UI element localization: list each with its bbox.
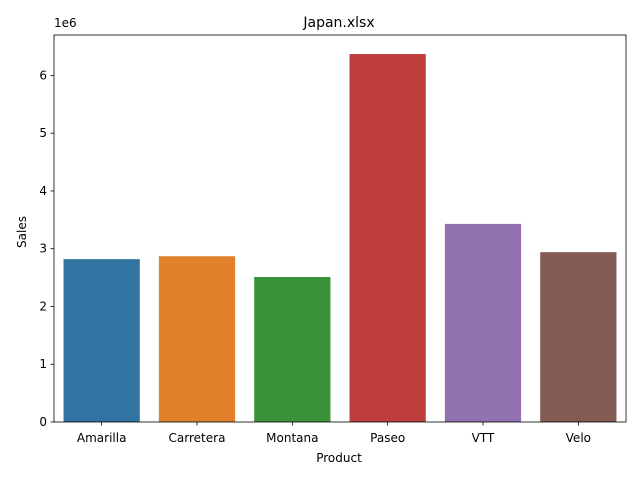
x-tick-label: Carretera [169,431,226,445]
y-tick-label: 0 [39,415,47,429]
y-tick-label: 3 [39,242,47,256]
y-tick-label: 5 [39,126,47,140]
bar-vtt [444,223,522,422]
y-axis-offset-label: 1e6 [54,16,77,30]
y-axis-ticks: 0 1 2 3 4 5 6 [39,68,54,429]
x-axis-ticks: Amarilla Carretera Montana Paseo VTT Velo [77,422,591,445]
x-axis-label: Product [316,451,362,465]
x-tick-label: Velo [566,431,591,445]
bar-group [63,54,617,423]
bar-montana [254,277,331,422]
x-tick-label: Montana [266,431,318,445]
y-axis-label: Sales [15,216,29,248]
bar-paseo [349,54,426,423]
bar-amarilla [63,259,140,422]
y-tick-label: 1 [39,357,47,371]
y-tick-label: 2 [39,299,47,313]
x-tick-label: Paseo [370,431,405,445]
bar-carretera [158,256,236,422]
x-tick-label: VTT [472,431,495,445]
x-tick-label: Amarilla [77,431,127,445]
plot-frame [53,34,627,423]
y-tick-label: 4 [39,184,47,198]
y-tick-label: 6 [39,68,47,82]
chart-title: Japan.xlsx [302,15,374,31]
bar-velo [540,252,617,422]
